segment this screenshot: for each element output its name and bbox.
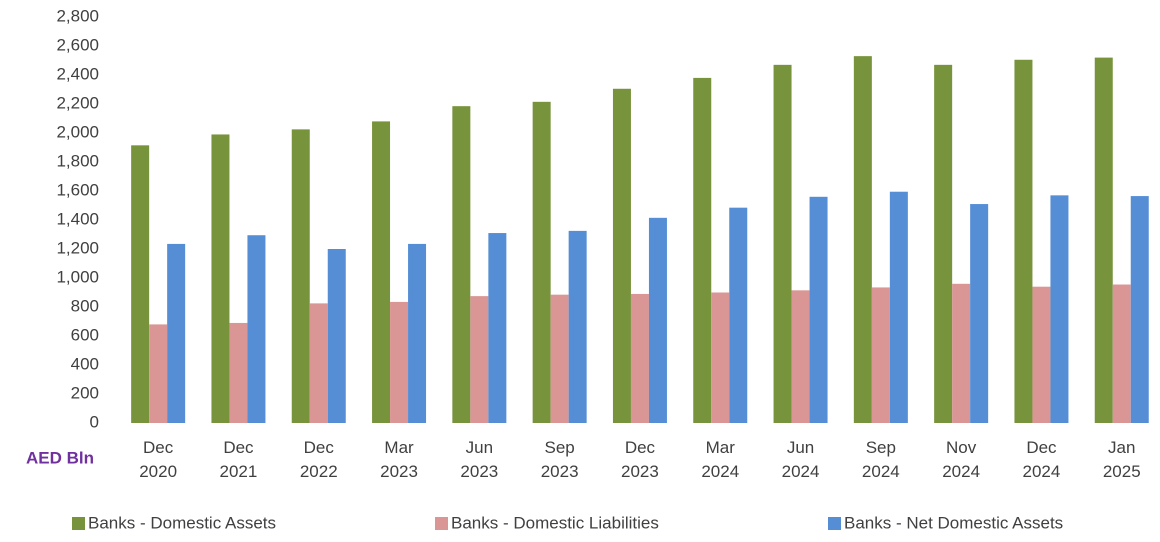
bar bbox=[853, 56, 872, 424]
legend-label: Banks - Net Domestic Assets bbox=[844, 513, 1063, 532]
bar bbox=[167, 243, 186, 423]
bar bbox=[648, 217, 667, 423]
bar bbox=[934, 64, 953, 423]
bar bbox=[372, 121, 391, 424]
bar bbox=[889, 191, 908, 423]
x-tick-label: Sep 2023 bbox=[540, 438, 579, 481]
y-tick-label: 2,400 bbox=[56, 64, 99, 83]
x-tick-label: Mar 2023 bbox=[380, 438, 418, 481]
y-tick-label: 1,800 bbox=[56, 151, 99, 170]
y-tick-label: 2,200 bbox=[56, 93, 99, 112]
bar bbox=[952, 283, 971, 423]
y-tick-label: 1,400 bbox=[56, 209, 99, 228]
bar bbox=[1032, 286, 1051, 423]
x-tick-label: Sep 2024 bbox=[861, 438, 900, 481]
bar bbox=[630, 293, 649, 423]
x-tick-label: Mar 2024 bbox=[701, 438, 740, 481]
y-tick-label: 200 bbox=[71, 383, 99, 402]
bar bbox=[470, 296, 489, 423]
y-tick-label: 1,000 bbox=[56, 267, 99, 286]
bar bbox=[1130, 196, 1149, 423]
bar bbox=[711, 292, 730, 423]
bar bbox=[550, 294, 569, 423]
bar bbox=[1094, 57, 1113, 423]
y-tick-label: 400 bbox=[71, 354, 99, 373]
y-tick-label: 1,600 bbox=[56, 180, 99, 199]
legend-swatch bbox=[72, 517, 85, 530]
bar bbox=[729, 207, 748, 423]
bar bbox=[871, 287, 890, 423]
y-tick-label: 0 bbox=[90, 412, 99, 431]
x-tick-label: Dec 2022 bbox=[299, 438, 338, 481]
x-tick-label: Dec 2021 bbox=[219, 438, 258, 481]
bar bbox=[327, 249, 346, 423]
bar bbox=[970, 204, 989, 423]
bar bbox=[1050, 195, 1069, 423]
bar bbox=[532, 101, 551, 423]
y-tick-label: 1,200 bbox=[56, 238, 99, 257]
bar bbox=[488, 233, 507, 423]
bar bbox=[791, 290, 810, 423]
bar bbox=[291, 129, 310, 423]
bar bbox=[229, 322, 248, 423]
y-axis-label: AED Bln bbox=[26, 448, 94, 467]
legend-label: Banks - Domestic Assets bbox=[88, 513, 276, 532]
y-tick-label: 800 bbox=[71, 296, 99, 315]
bar bbox=[1112, 284, 1131, 423]
bar bbox=[309, 303, 328, 423]
x-tick-label: Jun 2024 bbox=[781, 438, 820, 481]
bar bbox=[693, 77, 712, 424]
bar bbox=[612, 88, 631, 424]
x-tick-label: Nov 2024 bbox=[942, 438, 981, 481]
bar bbox=[390, 301, 409, 423]
x-tick-label: Dec 2024 bbox=[1022, 438, 1061, 481]
x-tick-label: Dec 2020 bbox=[139, 438, 178, 481]
y-tick-label: 2,600 bbox=[56, 35, 99, 54]
bar bbox=[408, 243, 427, 423]
x-tick-label: Jun 2023 bbox=[460, 438, 499, 481]
bar bbox=[247, 235, 266, 423]
bar bbox=[211, 134, 230, 423]
bar bbox=[568, 230, 587, 423]
bar bbox=[131, 145, 150, 423]
y-tick-label: 600 bbox=[71, 325, 99, 344]
legend-swatch bbox=[435, 517, 448, 530]
x-tick-label: Dec 2023 bbox=[621, 438, 659, 481]
bar bbox=[1014, 59, 1033, 424]
bar bbox=[773, 64, 792, 423]
y-tick-label: 2,000 bbox=[56, 122, 99, 141]
x-tick-label: Jan 2025 bbox=[1102, 438, 1141, 481]
bar bbox=[452, 106, 471, 424]
legend-swatch bbox=[828, 517, 841, 530]
bar bbox=[809, 196, 828, 423]
legend-label: Banks - Domestic Liabilities bbox=[451, 513, 659, 532]
bar bbox=[149, 324, 168, 423]
y-tick-label: 2,800 bbox=[56, 6, 99, 25]
